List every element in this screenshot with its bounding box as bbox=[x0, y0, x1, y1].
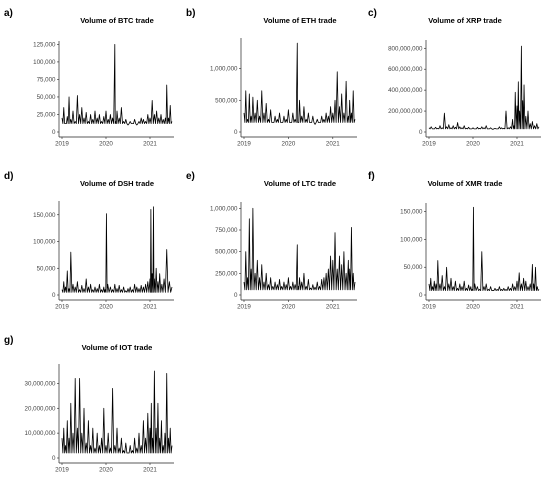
chart-panel-f: f) Volume of XMR trade 0 50,000 100,000 150,0… bbox=[368, 171, 541, 311]
chart-panel-c: c) Volume of XRP trade 0 200,000,000 400,000… bbox=[368, 8, 541, 148]
chart-title: Volume of BTC trade bbox=[80, 16, 154, 25]
panel-letter: f) bbox=[368, 171, 375, 182]
chart-title: Volume of DSH trade bbox=[80, 179, 154, 188]
y-tick-label: 800,000,000 bbox=[388, 45, 423, 52]
x-tick-label: 2019 bbox=[237, 141, 251, 148]
panel-letter: b) bbox=[186, 8, 195, 19]
chart-title: Volume of ETH trade bbox=[263, 16, 336, 25]
series-line bbox=[61, 44, 173, 126]
y-tick-label: 50,000 bbox=[37, 265, 56, 272]
y-tick-label: 50,000 bbox=[404, 264, 423, 271]
y-tick-label: 500,000 bbox=[215, 97, 238, 104]
x-tick-label: 2019 bbox=[422, 304, 436, 311]
x-tick-label: 2019 bbox=[55, 467, 69, 474]
y-tick-label: 150,000 bbox=[33, 212, 56, 219]
series-line bbox=[243, 207, 356, 291]
chart-panel-d: d) Volume of DSH trade 0 50,000 100,000 150,0… bbox=[4, 171, 174, 311]
y-tick-label: 0 bbox=[234, 129, 238, 136]
y-tick-label: 250,000 bbox=[215, 270, 238, 277]
series-line bbox=[61, 370, 173, 454]
panel-letter: c) bbox=[368, 8, 377, 19]
y-tick-label: 125,000 bbox=[33, 41, 56, 48]
y-tick-label: 1,000,000 bbox=[210, 205, 238, 212]
x-tick-label: 2020 bbox=[99, 141, 113, 148]
x-tick-label: 2020 bbox=[99, 304, 113, 311]
y-tick-label: 20,000,000 bbox=[25, 405, 57, 412]
y-tick-label: 100,000 bbox=[33, 59, 56, 66]
y-tick-label: 200,000,000 bbox=[388, 108, 423, 115]
x-tick-label: 2019 bbox=[237, 304, 251, 311]
y-tick-label: 750,000 bbox=[215, 227, 238, 234]
x-tick-label: 2021 bbox=[143, 141, 157, 148]
x-tick-label: 2021 bbox=[510, 141, 524, 148]
y-tick-label: 600,000,000 bbox=[388, 66, 423, 73]
x-tick-label: 2020 bbox=[99, 467, 113, 474]
y-tick-label: 0 bbox=[419, 292, 423, 299]
series-line bbox=[243, 42, 356, 125]
y-tick-label: 25,000 bbox=[37, 111, 56, 118]
x-tick-label: 2019 bbox=[422, 141, 436, 148]
chart-title: Volume of XMR trade bbox=[428, 179, 503, 188]
y-tick-label: 500,000 bbox=[215, 249, 238, 256]
y-tick-label: 10,000,000 bbox=[25, 430, 57, 437]
y-tick-label: 1,000,000 bbox=[210, 66, 238, 73]
x-tick-label: 2021 bbox=[143, 304, 157, 311]
y-tick-label: 0 bbox=[234, 292, 238, 299]
panel-letter: g) bbox=[4, 335, 13, 346]
y-tick-label: 0 bbox=[52, 129, 56, 136]
series-line bbox=[61, 206, 173, 293]
x-tick-label: 2021 bbox=[326, 141, 340, 148]
x-tick-label: 2020 bbox=[466, 141, 480, 148]
y-tick-label: 0 bbox=[52, 292, 56, 299]
chart-panel-b: b) Volume of ETH trade 0 500,000 1,000,000 20… bbox=[186, 8, 357, 148]
series-line bbox=[428, 206, 540, 291]
series-line bbox=[428, 45, 540, 130]
y-tick-label: 75,000 bbox=[37, 76, 56, 83]
x-tick-label: 2021 bbox=[326, 304, 340, 311]
x-tick-label: 2021 bbox=[510, 304, 524, 311]
x-tick-label: 2020 bbox=[282, 141, 296, 148]
chart-title: Volume of XRP trade bbox=[428, 16, 502, 25]
y-tick-label: 30,000,000 bbox=[25, 380, 57, 387]
x-tick-label: 2019 bbox=[55, 304, 69, 311]
y-tick-label: 100,000 bbox=[33, 239, 56, 246]
x-tick-label: 2019 bbox=[55, 141, 69, 148]
panel-letter: a) bbox=[4, 8, 13, 19]
y-tick-label: 0 bbox=[52, 455, 56, 462]
chart-panel-g: g) Volume of IOT trade 0 10,000,000 20,000,0… bbox=[4, 335, 174, 474]
x-tick-label: 2020 bbox=[282, 304, 296, 311]
chart-panel-a: a) Volume of BTC trade 0 25,000 50,000 75,000… bbox=[4, 8, 174, 148]
y-tick-label: 0 bbox=[419, 129, 423, 136]
y-tick-label: 400,000,000 bbox=[388, 87, 423, 94]
y-tick-label: 100,000 bbox=[400, 236, 423, 243]
x-tick-label: 2021 bbox=[143, 467, 157, 474]
chart-panel-e: e) Volume of LTC trade 0 250,000 500,000 750,… bbox=[186, 171, 357, 311]
x-tick-label: 2020 bbox=[466, 304, 480, 311]
y-tick-label: 150,000 bbox=[400, 209, 423, 216]
chart-title: Volume of IOT trade bbox=[82, 343, 153, 352]
y-tick-label: 50,000 bbox=[37, 94, 56, 101]
panel-letter: e) bbox=[186, 171, 195, 182]
panel-letter: d) bbox=[4, 171, 13, 182]
chart-title: Volume of LTC trade bbox=[264, 179, 336, 188]
